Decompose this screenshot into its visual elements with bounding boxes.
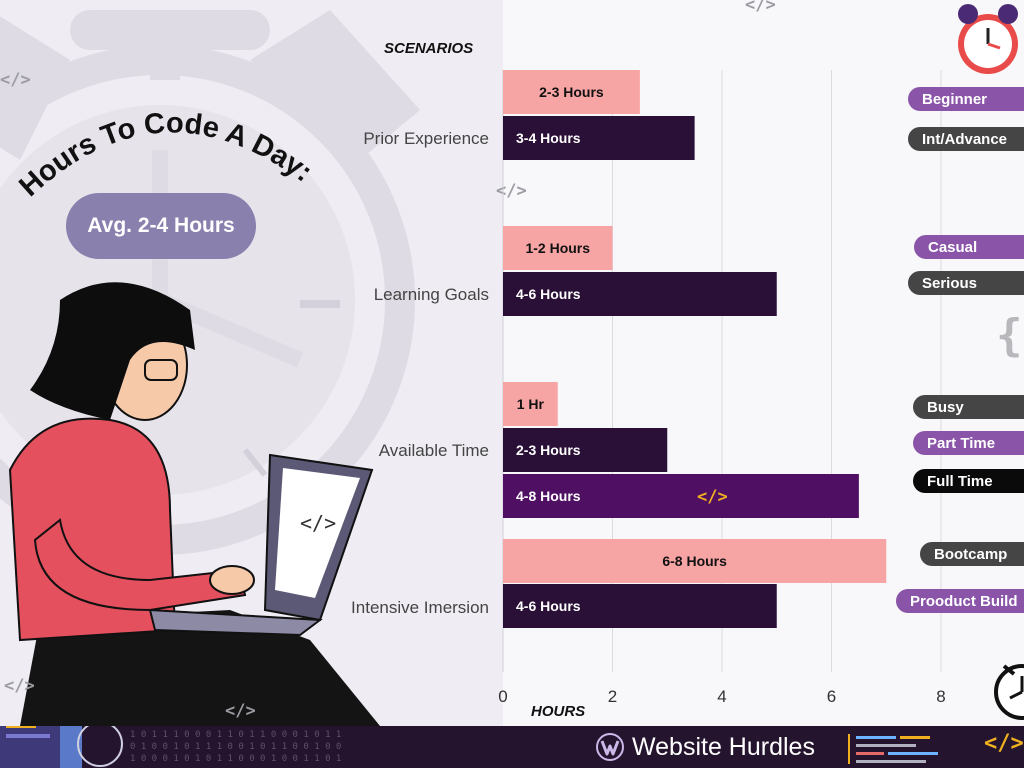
code-icon: </> xyxy=(697,487,728,507)
bar xyxy=(503,70,640,114)
bar-data-label: 6-8 Hours xyxy=(662,553,727,569)
clock-background-icon xyxy=(0,10,420,555)
scenario-tag-pill xyxy=(908,87,1024,111)
bar-data-label: 2-3 Hours xyxy=(516,442,581,458)
scenario-tag-pill xyxy=(920,542,1024,566)
bar xyxy=(503,428,668,472)
bar-data-label: 4-6 Hours xyxy=(516,598,581,614)
website-hurdles-logo-icon xyxy=(596,733,624,761)
scenario-tag-pill xyxy=(913,469,1024,493)
scenario-tag-pill xyxy=(896,589,1024,613)
y-axis-title: SCENARIOS xyxy=(384,40,473,57)
alarm-clock-icon xyxy=(994,664,1024,720)
x-tick-label: 4 xyxy=(717,687,726,706)
scenario-tag-label: Busy xyxy=(927,399,964,416)
scenario-tag-label: Bootcamp xyxy=(934,546,1007,563)
laptop-code-icon: </> xyxy=(300,511,336,535)
scenario-tag-pill xyxy=(908,271,1024,295)
scenario-tag-pill xyxy=(914,235,1024,259)
category-label: Learning Goals xyxy=(374,285,489,304)
code-icon: </> xyxy=(496,181,527,201)
bar xyxy=(503,116,695,160)
x-axis-title: HOURS xyxy=(531,703,585,720)
scenario-tag-label: Prooduct Build xyxy=(910,593,1018,610)
bar xyxy=(503,474,859,518)
binary-pattern: 1 0 1 1 1 0 0 0 1 1 0 1 1 0 0 0 1 0 1 1 … xyxy=(130,730,342,764)
bar-data-label: 4-8 Hours xyxy=(516,488,581,504)
hours-bar-chart: 0 2 4 6 8 SCENARIOS HOURS Prior Experience 2-3 H… xyxy=(351,40,1024,720)
scenario-tag-label: Beginner xyxy=(922,91,987,108)
brand-logo: Website Hurdles xyxy=(596,730,815,764)
bar-data-label: 4-6 Hours xyxy=(516,286,581,302)
scenario-tag-pill xyxy=(913,431,1024,455)
alarm-clock-icon xyxy=(958,4,1018,74)
scenario-tag-label: Part Time xyxy=(927,435,995,452)
bar xyxy=(503,226,613,270)
person-laptop-illustration: </> xyxy=(8,282,380,726)
brand-name: Website Hurdles xyxy=(632,732,815,761)
category-label: Available Time xyxy=(379,441,489,460)
average-hours-badge: Avg. 2-4 Hours xyxy=(66,193,256,259)
code-icon: </> xyxy=(225,701,256,721)
x-tick-label: 6 xyxy=(827,687,836,706)
scenario-tag-label: Full Time xyxy=(927,473,993,490)
bar xyxy=(503,584,777,628)
code-editor-icon xyxy=(0,726,123,768)
code-lines-icon xyxy=(848,734,938,764)
x-tick-label: 0 xyxy=(498,687,507,706)
x-tick-label: 2 xyxy=(608,687,617,706)
category-label: Intensive Imersion xyxy=(351,598,489,617)
bar xyxy=(503,382,558,426)
scenario-tag-label: Serious xyxy=(922,275,977,292)
bar xyxy=(503,539,887,583)
bar-data-label: 1 Hr xyxy=(517,396,545,412)
scenario-tag-label: Casual xyxy=(928,239,977,256)
x-tick-label: 8 xyxy=(936,687,945,706)
scenario-tag-label: Int/Advance xyxy=(922,131,1007,148)
bar-data-label: 2-3 Hours xyxy=(539,84,604,100)
bar-data-label: 3-4 Hours xyxy=(516,130,581,146)
category-label: Prior Experience xyxy=(363,129,489,148)
code-icon: </> xyxy=(0,70,31,90)
code-icon: </> xyxy=(745,0,776,15)
code-icon: </> xyxy=(984,731,1024,756)
bar-data-label: 1-2 Hours xyxy=(525,240,590,256)
braces-icon: {} xyxy=(996,310,1024,361)
bar xyxy=(503,272,777,316)
scenario-tag-pill xyxy=(908,127,1024,151)
scenario-tag-pill xyxy=(913,395,1024,419)
footer-bar: 1 0 1 1 1 0 0 0 1 1 0 1 1 0 0 0 1 0 1 1 … xyxy=(0,726,1024,768)
code-icon: </> xyxy=(4,676,35,696)
title-arc: Hours To Code A Day: xyxy=(13,107,318,203)
